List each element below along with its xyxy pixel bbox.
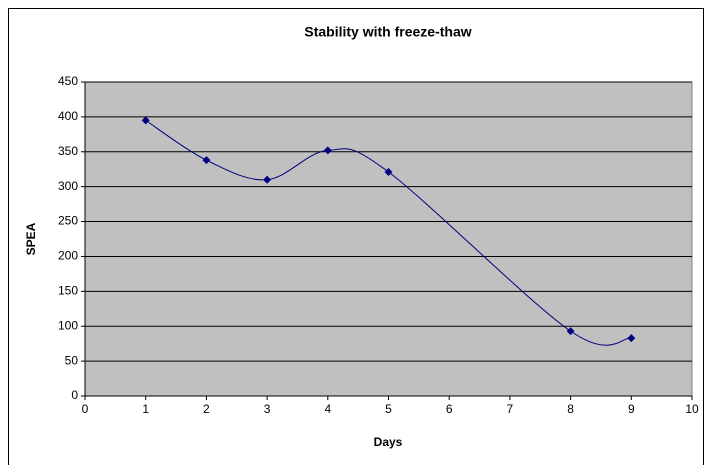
- marker: [566, 327, 575, 336]
- y-tick-label: 250: [58, 214, 78, 228]
- x-tick-label: 0: [82, 402, 89, 416]
- y-tick-label: 50: [65, 353, 79, 367]
- y-tick-label: 200: [58, 249, 78, 263]
- x-tick-label: 8: [567, 402, 574, 416]
- marker: [384, 168, 393, 177]
- x-tick-label: 3: [264, 402, 271, 416]
- marker: [323, 146, 332, 155]
- plot-area: [84, 81, 693, 397]
- x-tick-label: 1: [142, 402, 149, 416]
- marker: [141, 116, 150, 125]
- marker: [263, 175, 272, 184]
- y-tick-label: 100: [58, 318, 78, 332]
- y-axis-title: SPEA: [24, 222, 38, 255]
- y-tick-label: 0: [71, 388, 78, 402]
- x-tick-label: 4: [324, 402, 331, 416]
- x-tick-label: 10: [685, 402, 699, 416]
- x-tick-label: 2: [203, 402, 210, 416]
- marker: [627, 334, 636, 343]
- y-tick-label: 150: [58, 284, 78, 298]
- x-tick-label: 9: [628, 402, 635, 416]
- x-tick-label: 5: [385, 402, 392, 416]
- y-tick-label: 350: [58, 144, 78, 158]
- x-tick-label: 6: [446, 402, 453, 416]
- marker: [202, 156, 211, 165]
- y-tick-label: 300: [58, 179, 78, 193]
- chart-title: Stability with freeze-thaw: [304, 24, 471, 40]
- x-tick-label: 7: [507, 402, 514, 416]
- y-tick-label: 400: [58, 109, 78, 123]
- y-tick-label: 450: [58, 74, 78, 88]
- x-axis-title: Days: [374, 435, 403, 449]
